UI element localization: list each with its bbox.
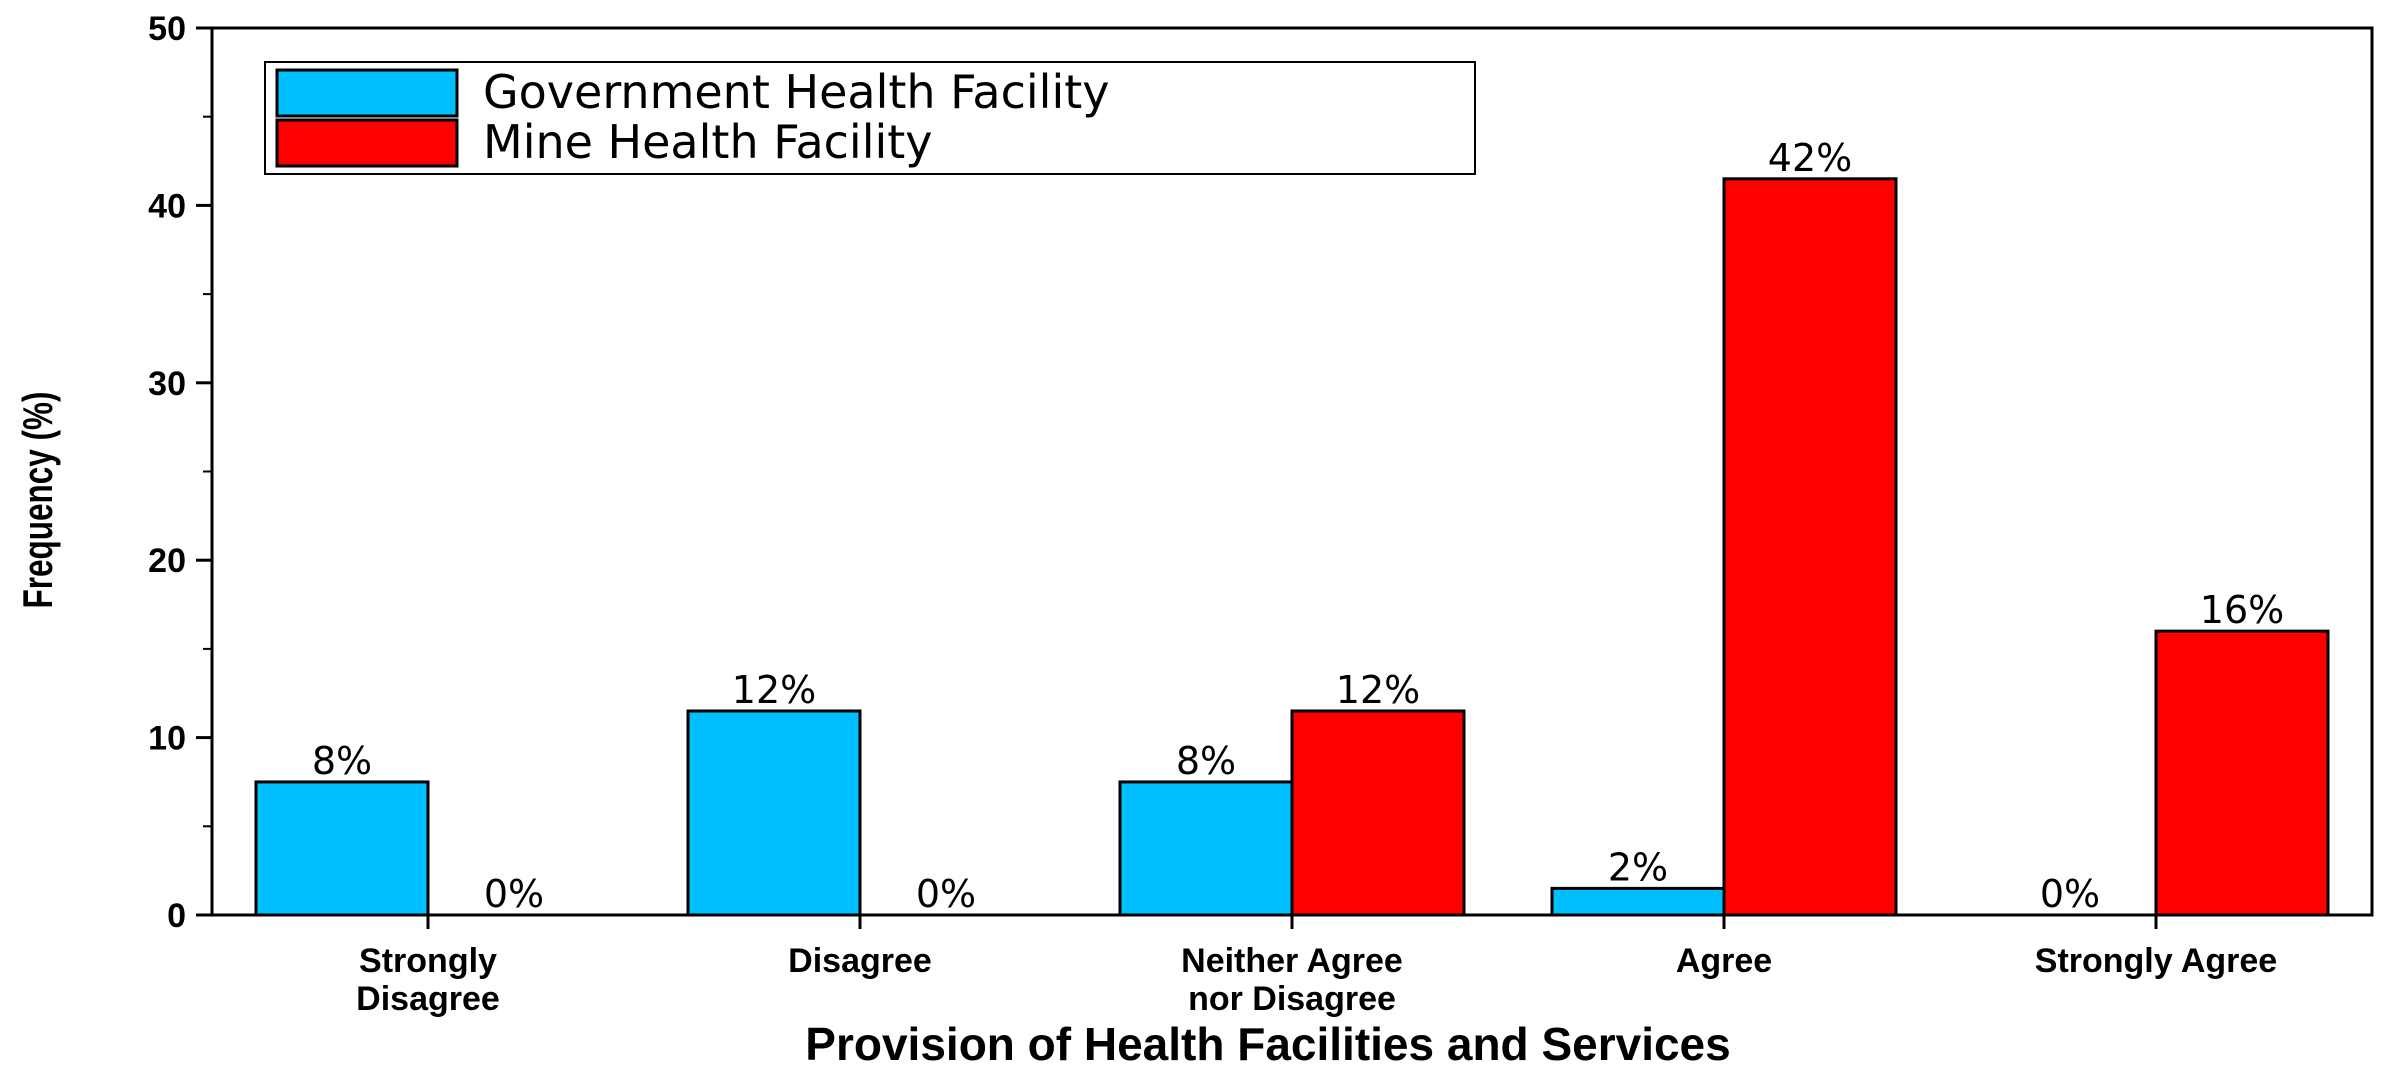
x-tick-label: Neither Agree xyxy=(1181,942,1403,980)
bar-government xyxy=(1118,780,1294,917)
chart-bars xyxy=(254,177,2330,917)
data-label: 16% xyxy=(2200,588,2284,632)
data-label: 42% xyxy=(1768,136,1852,180)
data-label: 12% xyxy=(732,668,816,712)
y-tick-label: 20 xyxy=(148,542,186,580)
y-axis-title: Frequency (%) xyxy=(14,392,62,609)
bar-mine xyxy=(1722,177,1898,917)
data-label: 0% xyxy=(916,872,976,916)
y-tick-label: 50 xyxy=(148,10,186,48)
x-tick-label: Disagree xyxy=(356,980,500,1018)
bar-mine xyxy=(1290,709,1466,917)
x-tick-label: nor Disagree xyxy=(1188,980,1396,1018)
x-axis-title: Provision of Health Facilities and Servi… xyxy=(805,1018,1730,1070)
x-tick-label: Strongly Agree xyxy=(2035,942,2277,980)
y-tick-label: 40 xyxy=(148,187,186,225)
chart-data-labels: 8% 0% 12% 0% 8% 12% 2% 42% 0% 16% xyxy=(312,136,2284,916)
bar-government xyxy=(1550,886,1726,917)
legend-swatch xyxy=(275,68,459,118)
legend-box xyxy=(264,61,1476,175)
data-label: 8% xyxy=(1176,739,1236,783)
bar-government xyxy=(254,780,430,917)
data-label: 0% xyxy=(484,872,544,916)
y-tick-label: 30 xyxy=(148,365,186,403)
y-tick-label: 0 xyxy=(167,897,186,935)
x-tick-label: Agree xyxy=(1676,942,1772,980)
y-tick-label: 10 xyxy=(148,720,186,758)
legend-swatch xyxy=(275,118,459,168)
x-tick-label: Strongly xyxy=(359,942,497,980)
data-label: 0% xyxy=(2040,872,2100,916)
x-tick-label: Disagree xyxy=(788,942,932,980)
data-label: 12% xyxy=(1336,668,1420,712)
bar-government xyxy=(686,709,862,917)
data-label: 2% xyxy=(1608,845,1668,889)
legend-label: Government Health Facility xyxy=(483,65,1109,119)
legend-label: Mine Health Facility xyxy=(483,115,933,169)
bar-mine xyxy=(2154,629,2330,917)
data-label: 8% xyxy=(312,739,372,783)
